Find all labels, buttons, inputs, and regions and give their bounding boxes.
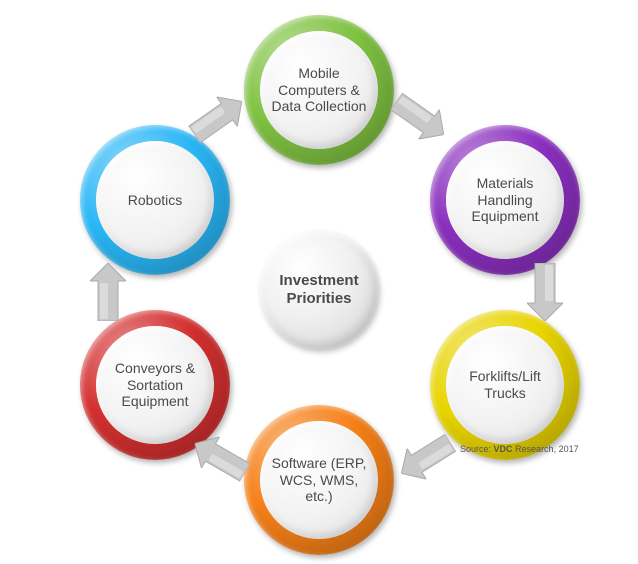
label-conveyors: Conveyors & Sortation Equipment [96, 326, 214, 444]
node-center: Investment Priorities [260, 231, 378, 349]
label-forklifts: Forklifts/Lift Trucks [446, 326, 564, 444]
label-mobile: Mobile Computers & Data Collection [260, 31, 378, 149]
node-robotics: Robotics [80, 125, 230, 275]
node-software: Software (ERP, WCS, WMS, etc.) [244, 405, 394, 555]
ring-mobile: Mobile Computers & Data Collection [244, 15, 394, 165]
ring-robotics: Robotics [80, 125, 230, 275]
node-conveyors: Conveyors & Sortation Equipment [80, 310, 230, 460]
label-materials: Materials Handling Equipment [446, 141, 564, 259]
ring-conveyors: Conveyors & Sortation Equipment [80, 310, 230, 460]
label-software: Software (ERP, WCS, WMS, etc.) [260, 421, 378, 539]
node-mobile: Mobile Computers & Data Collection [244, 15, 394, 165]
ring-materials: Materials Handling Equipment [430, 125, 580, 275]
source-citation: Source: VDC Research, 2017 [460, 444, 579, 454]
ring-software: Software (ERP, WCS, WMS, etc.) [244, 405, 394, 555]
node-forklifts: Forklifts/Lift Trucks [430, 310, 580, 460]
source-prefix: Source: [460, 444, 494, 454]
ring-forklifts: Forklifts/Lift Trucks [430, 310, 580, 460]
ring-center: Investment Priorities [260, 231, 378, 349]
label-robotics: Robotics [96, 141, 214, 259]
node-materials: Materials Handling Equipment [430, 125, 580, 275]
source-suffix: Research, 2017 [513, 444, 579, 454]
label-center: Investment Priorities [260, 231, 378, 349]
source-bold: VDC [494, 444, 513, 454]
